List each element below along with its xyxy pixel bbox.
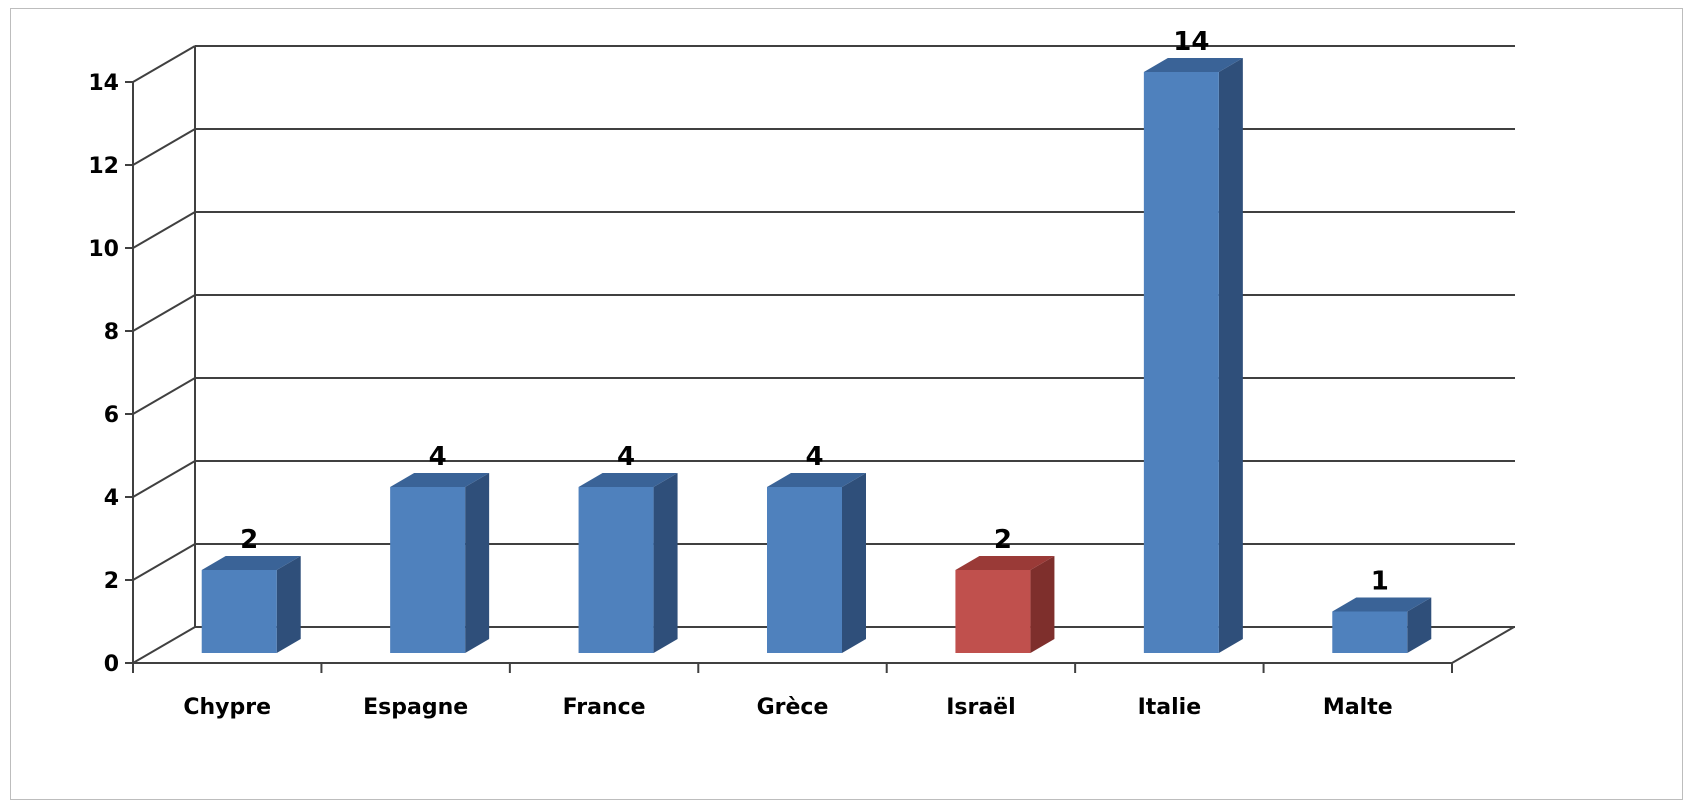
x-category-label: Grèce [757, 695, 829, 720]
gridline [132, 128, 1515, 166]
data-label: 1 [1371, 567, 1389, 597]
bar-front [955, 570, 1031, 653]
bar [390, 473, 490, 653]
data-label: 2 [994, 525, 1012, 555]
bar-top [1143, 58, 1243, 72]
bar-side [653, 473, 678, 653]
y-tick-label: 6 [104, 403, 119, 428]
bar-side [1030, 556, 1055, 653]
bar-top [201, 556, 301, 570]
data-label: 4 [805, 442, 823, 472]
bar-side [276, 556, 301, 653]
gridline [132, 211, 1515, 249]
bar-top [390, 473, 490, 487]
y-tick-label: 8 [104, 320, 119, 345]
bar [955, 556, 1055, 653]
x-category-label: Italie [1138, 695, 1202, 720]
x-category-label: Israël [946, 695, 1015, 720]
x-category-label: Malte [1323, 695, 1393, 720]
y-tick-label: 14 [88, 71, 119, 96]
y-axis-ticks: 0 2 4 6 8 10 12 14 [88, 71, 119, 677]
bar-side [1218, 58, 1243, 653]
y-tick-label: 10 [88, 237, 119, 262]
bar-front [201, 570, 277, 653]
bars [201, 58, 1432, 653]
bar-side [1407, 597, 1432, 653]
bar-side [842, 473, 866, 653]
gridline [132, 45, 1515, 83]
bar-front [578, 487, 654, 653]
bar [578, 473, 678, 653]
data-labels: 2 4 4 4 2 14 1 [240, 27, 1389, 597]
x-axis-categories: Chypre Espagne France Grèce Israël Italie Malt… [183, 695, 1392, 720]
gridline [132, 377, 1515, 415]
bar-side [465, 473, 490, 653]
bar-top [578, 473, 678, 487]
bar-top [1332, 597, 1432, 612]
bar-top [767, 473, 866, 487]
data-label: 2 [240, 525, 258, 555]
x-category-label: France [563, 695, 646, 720]
bar-front [1143, 72, 1219, 653]
bar-top [955, 556, 1055, 570]
y-tick-label: 0 [104, 652, 119, 677]
data-label: 4 [617, 442, 635, 472]
y-tick-label: 12 [88, 154, 119, 179]
y-tick-label: 4 [104, 486, 119, 511]
y-tick-label: 2 [104, 569, 119, 594]
bar [201, 556, 301, 653]
bar-front [767, 487, 842, 653]
gridline [132, 460, 1515, 498]
axes [125, 46, 1515, 673]
bar [767, 473, 866, 653]
x-category-label: Espagne [363, 695, 468, 720]
bar-front [390, 487, 466, 653]
x-category-label: Chypre [183, 695, 271, 720]
chart-frame [10, 8, 1683, 800]
data-label: 14 [1173, 27, 1209, 57]
floor-right-edge [1451, 626, 1515, 664]
gridline [132, 294, 1515, 332]
bar [1332, 597, 1432, 653]
bar [1143, 58, 1243, 653]
bar-front [1332, 611, 1408, 653]
data-label: 4 [429, 442, 447, 472]
